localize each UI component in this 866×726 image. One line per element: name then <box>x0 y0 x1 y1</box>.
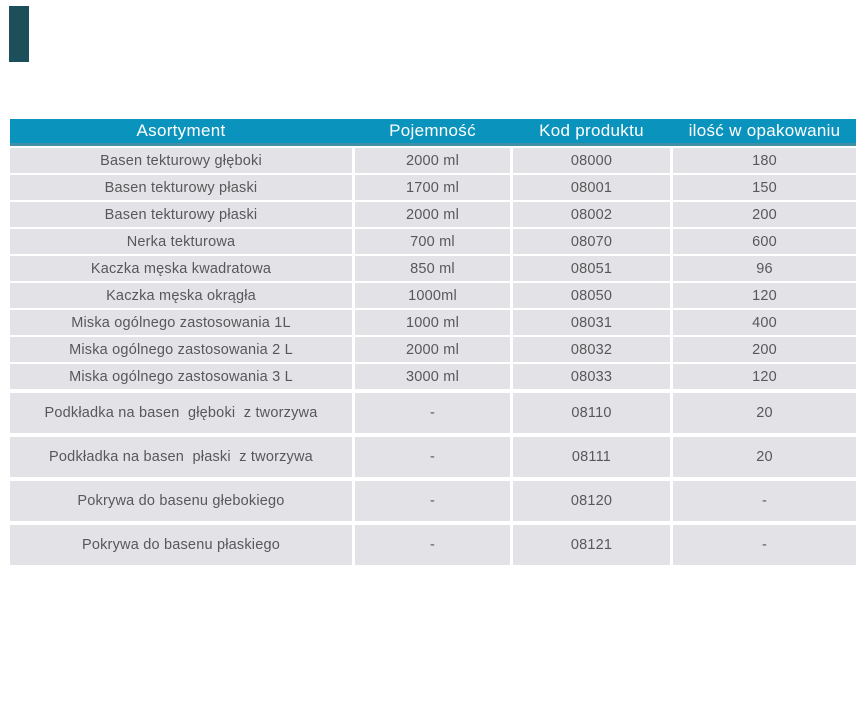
table-cell: 400 <box>673 310 856 335</box>
table-cell: 08032 <box>513 337 670 362</box>
table-cell: - <box>355 393 510 433</box>
table-cell: Basen tekturowy głęboki <box>10 148 352 173</box>
table-cell: 20 <box>673 437 856 477</box>
table-cell: 08120 <box>513 481 670 521</box>
table-body: Basen tekturowy głęboki 2000 ml 08000 180 Ba… <box>10 148 856 565</box>
table-cell: 96 <box>673 256 856 281</box>
table-cell: Nerka tekturowa <box>10 229 352 254</box>
table-cell: 600 <box>673 229 856 254</box>
table-row: Basen tekturowy płaski 1700 ml 08001 150 <box>10 175 856 200</box>
table-cell: 120 <box>673 283 856 308</box>
product-table: Asortyment Pojemność Kod produktu ilość w o… <box>10 119 856 569</box>
table-cell: 2000 ml <box>355 148 510 173</box>
table-cell: 08002 <box>513 202 670 227</box>
table-cell: 08111 <box>513 437 670 477</box>
table-cell: Basen tekturowy płaski <box>10 202 352 227</box>
table-cell: - <box>355 525 510 565</box>
table-row: Nerka tekturowa 700 ml 08070 600 <box>10 229 856 254</box>
table-cell: 700 ml <box>355 229 510 254</box>
table-cell: Pokrywa do basenu głebokiego <box>10 481 352 521</box>
table-cell: 180 <box>673 148 856 173</box>
table-header-row: Asortyment Pojemność Kod produktu ilość w o… <box>10 119 856 146</box>
table-cell: Basen tekturowy płaski <box>10 175 352 200</box>
table-cell: 08110 <box>513 393 670 433</box>
table-cell: Miska ogólnego zastosowania 3 L <box>10 364 352 389</box>
header-cell: Asortyment <box>136 121 226 140</box>
table-cell: 1700 ml <box>355 175 510 200</box>
table-row: Miska ogólnego zastosowania 2 L 2000 ml 08… <box>10 337 856 362</box>
table-cell: 20 <box>673 393 856 433</box>
table-row: Kaczka męska okrągła 1000ml 08050 120 <box>10 283 856 308</box>
table-cell: Miska ogólnego zastosowania 1L <box>10 310 352 335</box>
table-row: Pokrywa do basenu płaskiego -08121- <box>10 525 856 565</box>
corner-accent-square <box>9 6 29 62</box>
table-cell: 3000 ml <box>355 364 510 389</box>
table-row: Kaczka męska kwadratowa 850 ml 08051 96 <box>10 256 856 281</box>
table-cell: 08050 <box>513 283 670 308</box>
table-row: Miska ogólnego zastosowania 1L 1000 ml 080… <box>10 310 856 335</box>
table-cell: 200 <box>673 337 856 362</box>
table-cell: 200 <box>673 202 856 227</box>
table-cell: - <box>673 525 856 565</box>
table-cell: 08000 <box>513 148 670 173</box>
table-cell: Podkładka na basen płaski z tworzywa <box>10 437 352 477</box>
table-cell: Kaczka męska kwadratowa <box>10 256 352 281</box>
table-cell: 08031 <box>513 310 670 335</box>
header-cell: Kod produktu <box>539 121 644 140</box>
table-row: Pokrywa do basenu głebokiego -08120- <box>10 481 856 521</box>
table-row: Miska ogólnego zastosowania 3 L 3000 ml 08… <box>10 364 856 389</box>
table-cell: Podkładka na basen głęboki z tworzywa <box>10 393 352 433</box>
table-cell: 2000 ml <box>355 337 510 362</box>
table-cell: 08001 <box>513 175 670 200</box>
table-cell: Pokrywa do basenu płaskiego <box>10 525 352 565</box>
table-cell: - <box>355 481 510 521</box>
table-cell: 150 <box>673 175 856 200</box>
table-cell: 08051 <box>513 256 670 281</box>
table-cell: 08033 <box>513 364 670 389</box>
table-cell: 120 <box>673 364 856 389</box>
header-cell: Pojemność <box>389 121 476 140</box>
table-cell: 2000 ml <box>355 202 510 227</box>
table-row: Podkładka na basen płaski z tworzywa -081… <box>10 437 856 477</box>
table-cell: 850 ml <box>355 256 510 281</box>
table-cell: Miska ogólnego zastosowania 2 L <box>10 337 352 362</box>
table-cell: 08070 <box>513 229 670 254</box>
table-cell: Kaczka męska okrągła <box>10 283 352 308</box>
table-row: Podkładka na basen głęboki z tworzywa -08… <box>10 393 856 433</box>
table-cell: 1000 ml <box>355 310 510 335</box>
table-cell: 08121 <box>513 525 670 565</box>
table-cell: - <box>355 437 510 477</box>
table-row: Basen tekturowy głęboki 2000 ml 08000 180 <box>10 148 856 173</box>
table-row: Basen tekturowy płaski 2000 ml 08002 200 <box>10 202 856 227</box>
table-cell: 1000ml <box>355 283 510 308</box>
header-cell: ilość w opakowaniu <box>688 121 841 140</box>
table-cell: - <box>673 481 856 521</box>
